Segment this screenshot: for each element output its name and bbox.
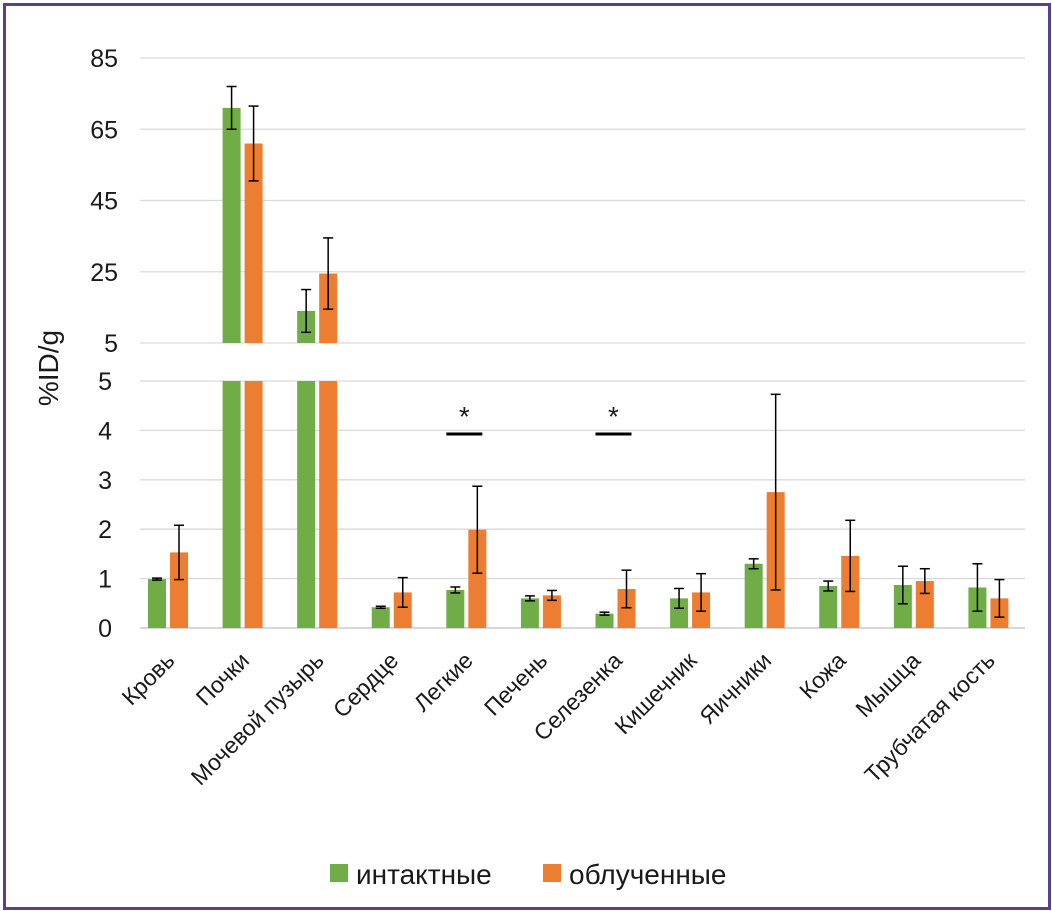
legend-swatch-irradiated (543, 864, 561, 882)
category-label: Мочевой пузырь (186, 647, 329, 790)
y-tick-label-bottom: 2 (98, 516, 112, 544)
significance-star: * (608, 401, 619, 432)
bar (893, 585, 912, 628)
y-tick-label-top: 85 (90, 45, 118, 73)
legend-swatch-intact (330, 864, 348, 882)
y-axis-label: %ID/g (33, 330, 64, 406)
bar (170, 552, 188, 628)
bar (148, 579, 166, 628)
y-tick-label-bottom: 4 (98, 417, 112, 445)
bar (244, 143, 263, 343)
legend-label-irradiated: облученные (569, 859, 726, 890)
y-tick-label-bottom: 0 (98, 615, 112, 643)
bar (520, 598, 539, 628)
category-label: Кишечник (609, 646, 702, 739)
bar (446, 589, 465, 628)
legend: интактные облученные (330, 859, 726, 890)
category-label: Почки (191, 647, 254, 710)
category-label: Мышца (850, 647, 925, 722)
bar (744, 563, 763, 628)
bar (595, 613, 614, 628)
bar (319, 381, 338, 628)
bar (468, 529, 487, 628)
bar (393, 592, 412, 628)
annotations: * * (446, 401, 632, 436)
category-label: Сердце (328, 647, 404, 723)
bars (148, 107, 1009, 628)
significance-star: * (459, 401, 470, 432)
gridlines (140, 57, 1025, 629)
bar (819, 586, 838, 628)
legend-label-intact: интактные (356, 859, 492, 890)
category-label: Трубчатая кость (859, 647, 1000, 788)
category-label: Яичники (694, 647, 776, 729)
category-label: Кровь (116, 647, 179, 710)
error-bars (152, 85, 1005, 618)
y-tick-label-top: 25 (90, 259, 118, 287)
chart-frame (3, 3, 1051, 910)
bar (670, 598, 689, 628)
bar (222, 107, 241, 343)
category-label: Печень (479, 647, 553, 721)
y-tick-label-bottom: 3 (98, 467, 112, 495)
category-label: Легкие (409, 647, 478, 716)
y-tick-label-top: 65 (90, 116, 118, 144)
bar (244, 381, 263, 628)
y-tick-label-top: 5 (104, 330, 118, 358)
y-tick-label-bottom: 5 (98, 368, 112, 396)
bar (297, 381, 316, 628)
bar (542, 595, 561, 628)
y-tick-label-bottom: 1 (98, 566, 112, 594)
bar (222, 381, 241, 628)
y-tick-label-top: 45 (90, 188, 118, 216)
bar (371, 607, 390, 628)
category-label: Кожа (794, 647, 851, 704)
